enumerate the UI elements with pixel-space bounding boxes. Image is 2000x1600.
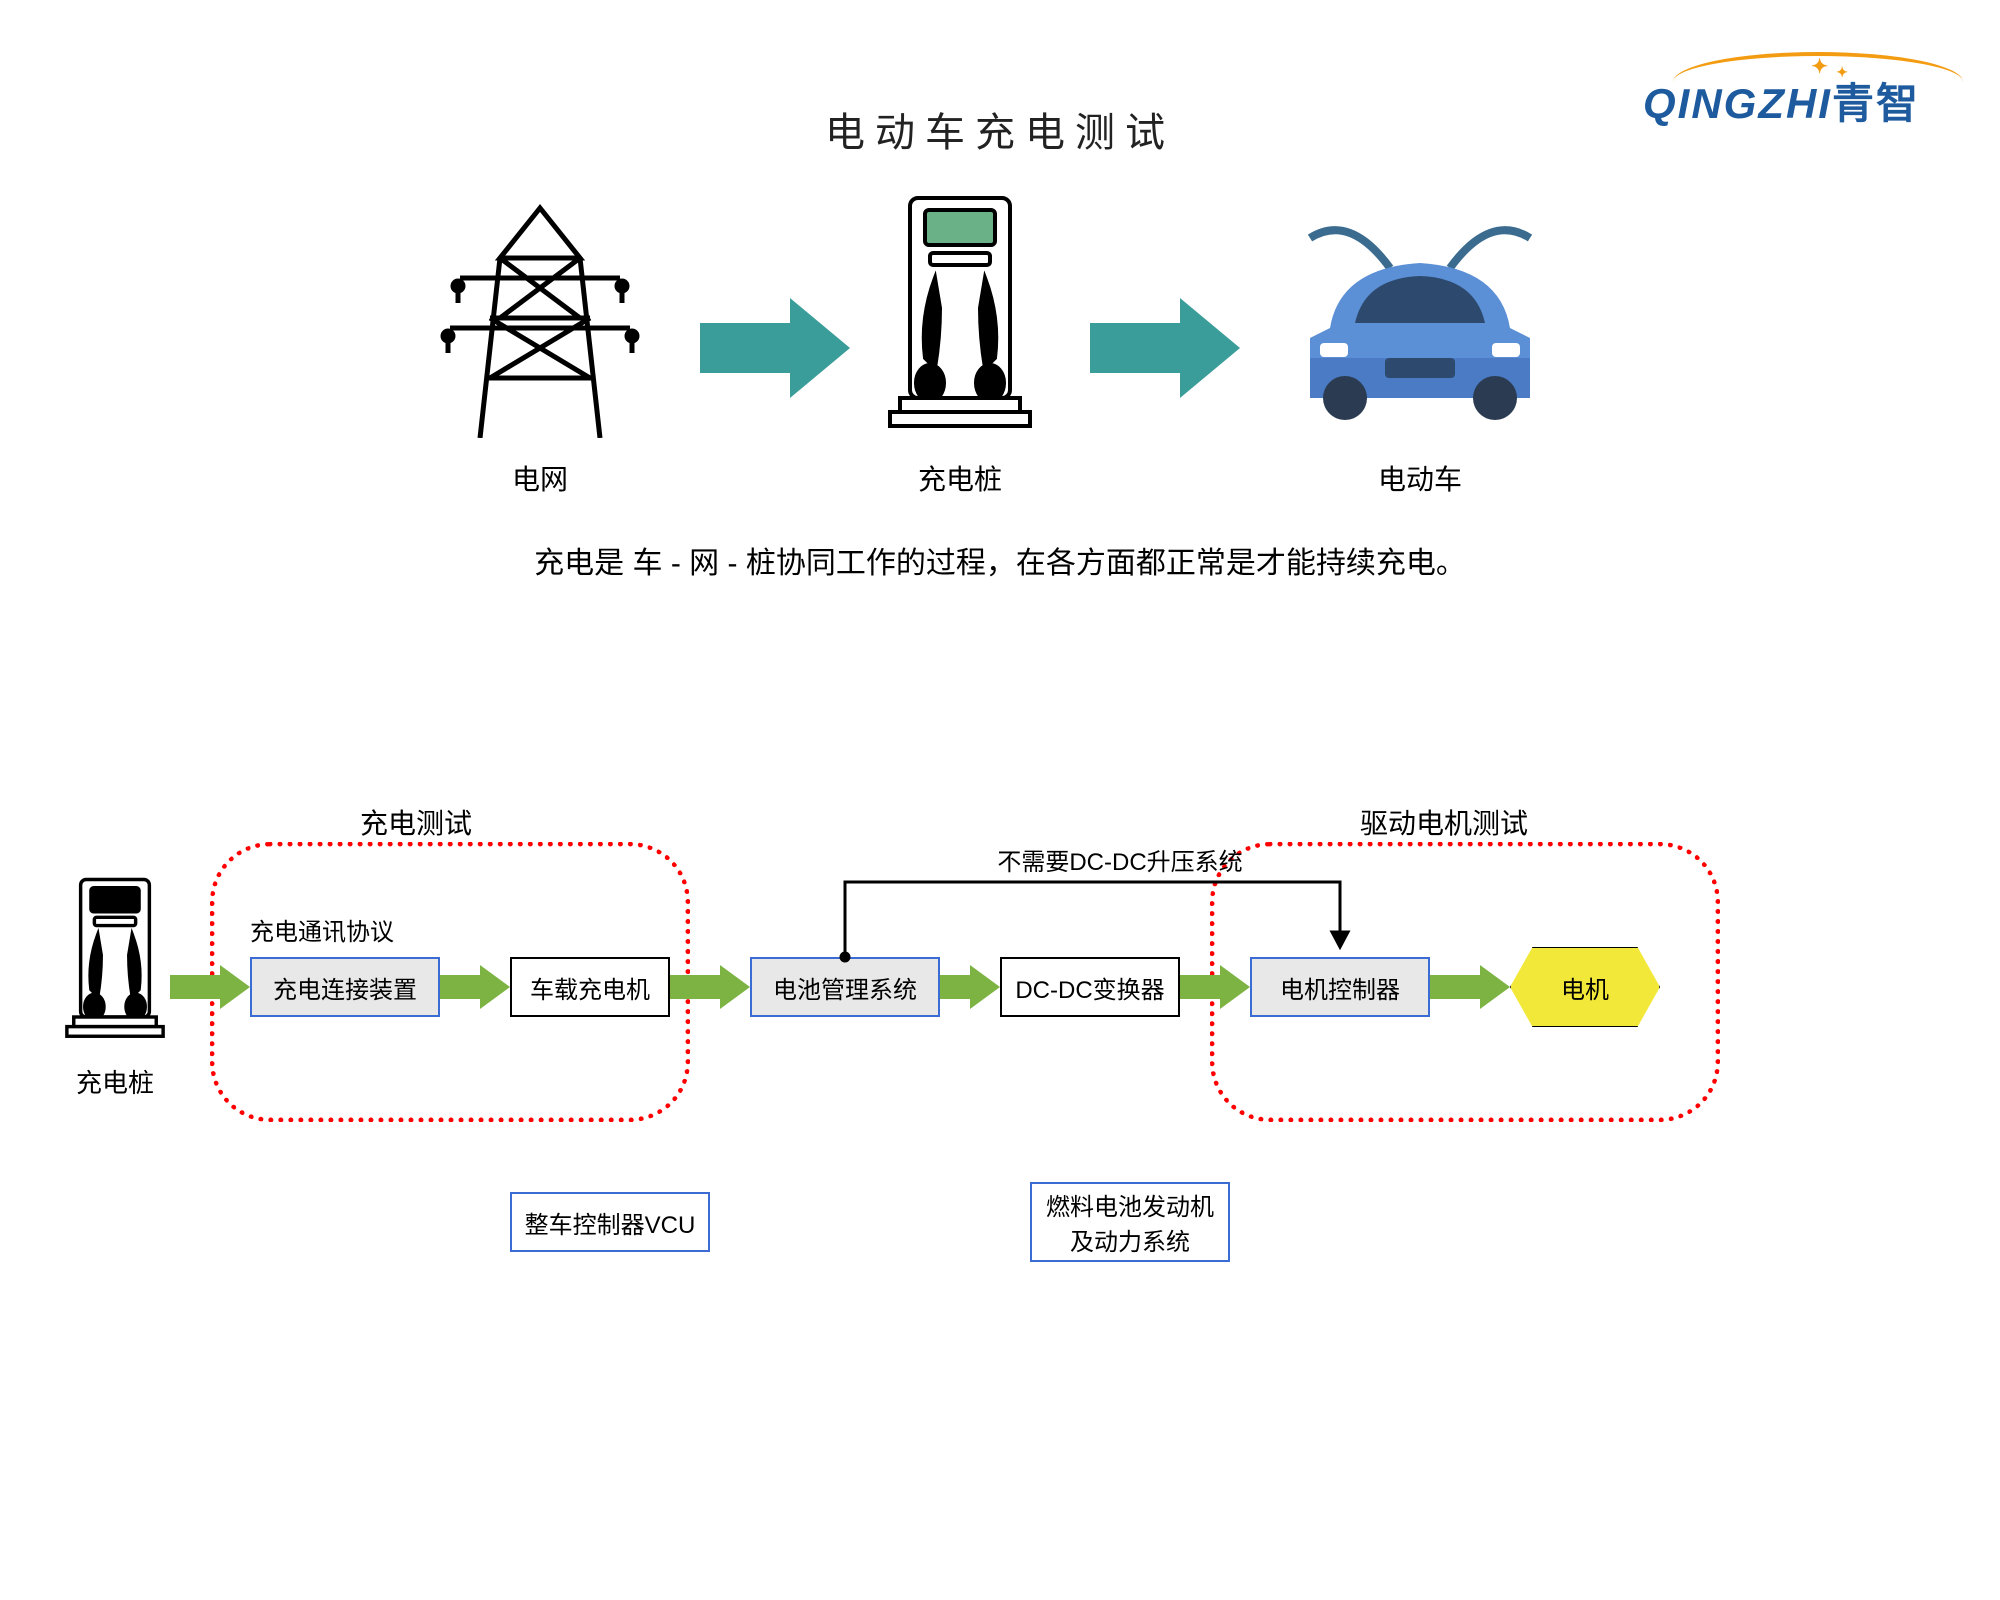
logo-cn: 青智 — [1832, 80, 1920, 127]
fuelcell-box: 燃料电池发动机 及动力系统 — [1030, 1182, 1230, 1262]
charging-pile-icon — [880, 188, 1040, 448]
pile-label: 充电桩 — [880, 458, 1040, 498]
logo-latin: QINGZHI — [1643, 80, 1832, 127]
bypass-label: 不需要DC-DC升压系统 — [920, 842, 1320, 877]
charging-pile-item: 充电桩 — [880, 198, 1040, 498]
ev-car-icon — [1270, 208, 1570, 428]
brand-logo: ✦✦ QINGZHI青智 — [1643, 70, 1920, 131]
grid-item: 电网 — [430, 198, 650, 498]
flowchart-area: 充电桩 充电测试 充电通讯协议 驱动电机测试 充电连接装置 车载充电机 电池管理… — [40, 742, 1960, 1442]
subtitle-text: 充电是 车 - 网 - 桩协同工作的过程，在各方面都正常是才能持续充电。 — [40, 538, 1960, 582]
top-flow-row: 电网 充电桩 — [40, 198, 1960, 498]
ev-car-item: 电动车 — [1270, 198, 1570, 498]
power-tower-icon — [430, 198, 650, 438]
vcu-box: 整车控制器VCU — [510, 1192, 710, 1252]
bypass-arrow — [40, 742, 1740, 1142]
grid-label: 电网 — [430, 458, 650, 498]
ev-label: 电动车 — [1270, 458, 1570, 498]
